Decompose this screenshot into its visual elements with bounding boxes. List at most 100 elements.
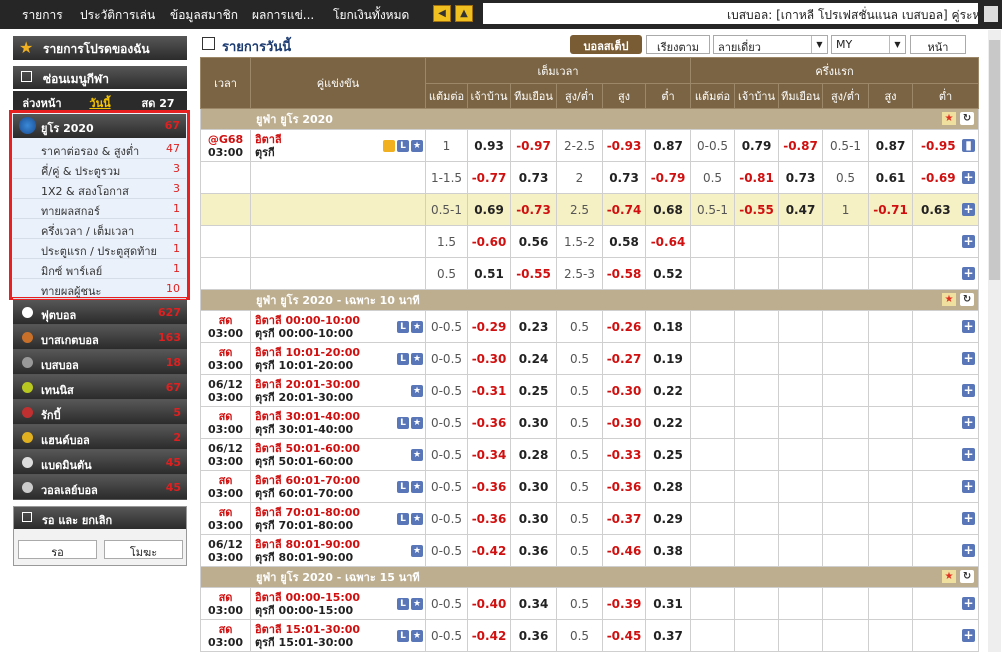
favorite-icon[interactable]: ★ — [411, 353, 423, 365]
favorites-button[interactable]: รายการโปรดของฉัน ★ — [13, 36, 187, 60]
nav-item[interactable]: ประวัติการเล่น — [80, 8, 156, 22]
refresh-button[interactable]: ↻ — [960, 112, 975, 125]
favorite-icon[interactable]: ★ — [411, 630, 423, 642]
odds-value[interactable]: 0.18 — [653, 319, 683, 334]
odds-value[interactable]: 0.34 — [518, 596, 549, 611]
stats-icon[interactable]: ▮ — [962, 139, 976, 152]
favorite-icon[interactable]: ★ — [411, 545, 423, 557]
sport-item[interactable]: เบสบอล 18 — [13, 350, 187, 375]
expand-button[interactable]: + — [962, 383, 976, 397]
odds-value[interactable]: 0.51 — [474, 266, 504, 281]
odds-value[interactable]: 0.25 — [518, 383, 549, 398]
odds-value[interactable]: -0.36 — [471, 415, 507, 430]
control-sort[interactable]: เรียงตามเวลา — [646, 35, 710, 72]
expand-button[interactable]: + — [962, 447, 976, 461]
nav-item[interactable]: โยกเงินทั้งหมด — [333, 8, 410, 22]
odds-value[interactable]: 0.87 — [875, 138, 906, 153]
hide-menu-button[interactable]: ซ่อนเมนูกีฬา — [13, 66, 187, 89]
sport-item[interactable]: รักบี้ 5 — [13, 400, 187, 425]
featured-item[interactable]: ทายผลผู้ชนะ 10 — [13, 279, 186, 299]
odds-value[interactable]: -0.36 — [606, 479, 642, 494]
odds-value[interactable]: 0.56 — [518, 234, 549, 249]
odds-value[interactable]: -0.29 — [471, 319, 507, 334]
odds-value[interactable]: 0.30 — [518, 479, 549, 494]
arrow-button[interactable]: ▲ — [455, 5, 473, 22]
odds-value[interactable]: -0.30 — [606, 383, 642, 398]
odds-value[interactable]: -0.36 — [471, 511, 507, 526]
tab[interactable]: สด 27 — [129, 94, 187, 112]
odds-value[interactable]: -0.45 — [606, 628, 642, 643]
star-button[interactable]: ★ — [942, 570, 957, 583]
odds-value[interactable]: -0.34 — [471, 447, 507, 462]
favorite-icon[interactable]: ★ — [411, 385, 423, 397]
odds-value[interactable]: 0.22 — [653, 415, 683, 430]
odds-value[interactable]: -0.26 — [606, 319, 642, 334]
sport-item[interactable]: บาสเกตบอล 163 — [13, 325, 187, 350]
odds-value[interactable]: 0.24 — [518, 351, 549, 366]
tab[interactable]: วันนี้ — [71, 94, 129, 112]
odds-value[interactable]: 0.69 — [474, 202, 504, 217]
control-odds-view[interactable]: ลายเดี่ยว ▼ — [713, 35, 828, 54]
expand-button[interactable]: + — [962, 596, 976, 610]
odds-value[interactable]: 0.73 — [518, 170, 549, 185]
odds-value[interactable]: -0.36 — [471, 479, 507, 494]
favorite-icon[interactable]: ★ — [411, 449, 423, 461]
star-button[interactable]: ★ — [942, 293, 957, 306]
featured-item[interactable]: ประตูแรก / ประตูสุดท้าย 1 — [13, 239, 186, 259]
featured-item[interactable]: ครึ่งเวลา / เต็มเวลา 1 — [13, 219, 186, 239]
odds-value[interactable]: 0.38 — [653, 543, 683, 558]
odds-value[interactable]: -0.31 — [471, 383, 507, 398]
odds-value[interactable]: 0.87 — [653, 138, 683, 153]
odds-value[interactable]: -0.33 — [606, 447, 642, 462]
odds-value[interactable]: -0.64 — [650, 234, 686, 249]
scroll-thumb[interactable] — [989, 40, 1000, 280]
expand-button[interactable]: + — [962, 170, 976, 184]
odds-value[interactable]: -0.93 — [606, 138, 642, 153]
odds-value[interactable]: 0.25 — [653, 447, 683, 462]
nav-item[interactable]: ข้อมูลสมาชิก — [170, 8, 239, 22]
odds-value[interactable]: -0.42 — [471, 628, 507, 643]
ticker-button[interactable] — [984, 6, 998, 22]
expand-button[interactable]: + — [962, 351, 976, 365]
odds-value[interactable]: 0.58 — [609, 234, 639, 249]
odds-value[interactable]: 0.28 — [518, 447, 549, 462]
odds-value[interactable]: 0.31 — [653, 596, 683, 611]
odds-value[interactable]: -0.87 — [783, 138, 818, 153]
odds-value[interactable]: -0.77 — [471, 170, 507, 185]
odds-value[interactable]: 0.28 — [653, 479, 683, 494]
featured-header[interactable]: ยูโร 2020 67 — [13, 114, 186, 138]
odds-value[interactable]: 0.79 — [741, 138, 772, 153]
featured-item[interactable]: ทายผลสกอร์ 1 — [13, 199, 186, 219]
expand-button[interactable]: + — [962, 511, 976, 525]
sport-item[interactable]: แฮนด์บอล 2 — [13, 425, 187, 450]
sport-item[interactable]: แบดมินตัน 45 — [13, 450, 187, 475]
odds-value[interactable]: 0.73 — [609, 170, 639, 185]
pending-button[interactable]: รอ — [18, 540, 97, 559]
odds-value[interactable]: -0.37 — [606, 511, 642, 526]
odds-value[interactable]: 0.36 — [518, 543, 549, 558]
odds-value[interactable]: -0.74 — [606, 202, 642, 217]
sport-item[interactable]: ฟุตบอล 627 — [13, 300, 187, 325]
odds-value[interactable]: -0.55 — [739, 202, 774, 217]
nav-item[interactable]: รายการ — [22, 8, 63, 22]
odds-value[interactable]: 0.37 — [653, 628, 683, 643]
star-button[interactable]: ★ — [942, 112, 957, 125]
favorite-icon[interactable]: ★ — [411, 598, 423, 610]
odds-value[interactable]: -0.97 — [516, 138, 551, 153]
tab[interactable]: ล่วงหน้า — [13, 94, 71, 112]
odds-value[interactable]: -0.71 — [873, 202, 908, 217]
odds-value[interactable]: -0.73 — [516, 202, 551, 217]
expand-button[interactable]: + — [962, 479, 976, 493]
odds-value[interactable]: 0.52 — [653, 266, 683, 281]
expand-button[interactable]: + — [962, 319, 976, 333]
odds-value[interactable]: 0.68 — [653, 202, 683, 217]
control-parlay[interactable]: บอลสเต็ป — [570, 35, 642, 54]
odds-value[interactable]: 0.61 — [875, 170, 906, 185]
expand-button[interactable]: + — [962, 415, 976, 429]
sport-item[interactable]: เทนนิส 67 — [13, 375, 187, 400]
expand-button[interactable]: + — [962, 234, 976, 248]
odds-value[interactable]: -0.40 — [471, 596, 507, 611]
featured-item[interactable]: ราคาต่อรอง & สูงต่ำ 47 — [13, 139, 186, 159]
favorite-icon[interactable]: ★ — [411, 481, 423, 493]
odds-value[interactable]: -0.46 — [606, 543, 642, 558]
